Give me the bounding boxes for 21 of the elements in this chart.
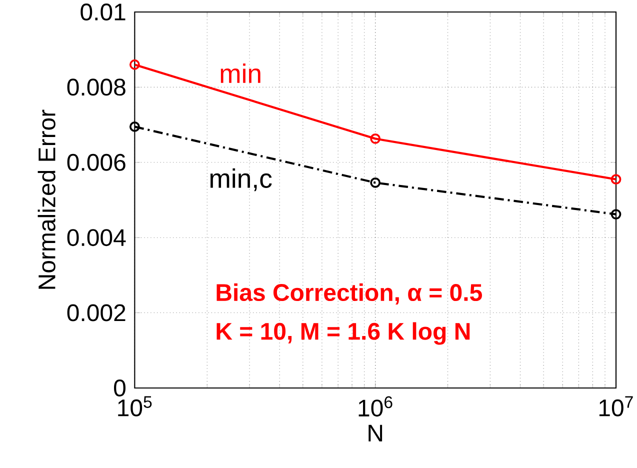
y-tick-label: 0: [114, 379, 126, 396]
point: [129, 121, 140, 132]
annotation: Bias Correction, α = 0.5: [216, 283, 482, 305]
point: [610, 174, 622, 185]
series-label: min,c: [210, 168, 272, 192]
x-tick-label: 10$^{5}$: [118, 396, 152, 416]
y-tick-label: 0.008: [67, 78, 126, 96]
y-tick-label: 0.002: [67, 304, 126, 322]
y-tick-label: 0.006: [67, 154, 126, 171]
x-tick-label: 10$^{7}$: [599, 396, 633, 416]
x-tick-label: 10$^{6}$: [358, 396, 392, 417]
point: [370, 134, 381, 144]
y-tick-label: 0.01: [80, 3, 126, 20]
y-tick-label: 0.004: [67, 229, 126, 246]
x-axis-title: N: [368, 424, 382, 442]
point: [370, 177, 381, 188]
point: [610, 209, 622, 220]
point: [129, 59, 140, 70]
y-axis-title: Normalized Error: [38, 110, 56, 289]
series-label: min: [220, 64, 260, 83]
annotation: K = 10, M = 1.6 K log N: [216, 322, 470, 345]
